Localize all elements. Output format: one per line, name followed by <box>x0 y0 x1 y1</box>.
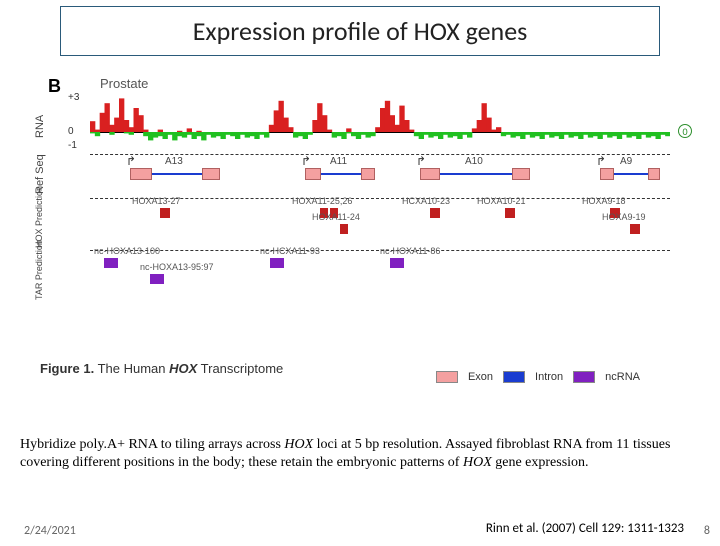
exon <box>361 168 375 180</box>
tar-label: nc-HOXA11-86 <box>380 246 440 256</box>
exon <box>202 168 220 180</box>
arrow-icon: ↱ <box>301 154 311 169</box>
gene-label: A9 <box>620 156 632 167</box>
exon <box>130 168 152 180</box>
tar-ylabel: TAR Prediction <box>34 240 44 300</box>
intron <box>321 173 361 175</box>
gene: A13↱ <box>130 168 220 180</box>
legend-swatch <box>573 371 595 383</box>
refseq-track: A13↱ A11↱ A10↱ A9↱ <box>90 160 670 190</box>
arrow-icon: ↱ <box>416 154 426 169</box>
rna-ylabel: RNA <box>34 115 46 138</box>
figure-caption: Figure 1. The Human HOX Transcriptome <box>40 361 283 376</box>
hox-pred-label: HCXA10-23 <box>402 196 450 206</box>
arrow-icon: ↱ <box>596 154 606 169</box>
gene: A9↱ <box>600 168 660 180</box>
legend-swatch <box>503 371 525 383</box>
tar-block <box>390 258 404 268</box>
marker-icon: 0 <box>678 124 692 138</box>
intron <box>152 173 202 175</box>
tissue-label: Prostate <box>100 76 148 91</box>
hox-pred-label: HOXA9-18 <box>582 196 626 206</box>
exon <box>305 168 321 180</box>
hox-pred-label: HOXA9-19 <box>602 212 646 222</box>
separator-dash <box>90 154 670 155</box>
rna-track: +3 0 -1 0 <box>90 94 670 150</box>
gene-label: A11 <box>330 156 347 167</box>
tick-up: +3 <box>68 92 79 103</box>
tar-label: nc-HOXA13-100 <box>94 246 160 256</box>
arrow-icon: ↱ <box>126 154 136 169</box>
footer-citation: Rinn et al. (2007) Cell 129: 1311-1323 <box>486 521 684 536</box>
rna-bars <box>90 94 670 150</box>
intron <box>440 173 512 175</box>
legend-label: ncRNA <box>605 371 640 383</box>
legend-label: Intron <box>535 371 563 383</box>
exon <box>512 168 530 180</box>
hox-pred-track: HOXA13-27HOXA11-25,26HOXA11-24HCXA10-23H… <box>90 206 670 246</box>
legend-label: Exon <box>468 371 493 383</box>
tar-block <box>104 258 118 268</box>
tar-label: nc-HCXA11-93 <box>260 246 320 256</box>
tick-down: -1 <box>68 140 77 151</box>
hox-pred-block <box>340 224 348 234</box>
page-number: 8 <box>704 524 710 538</box>
legend: Exon Intron ncRNA <box>436 371 640 383</box>
hox-pred-block <box>160 208 170 218</box>
hox-pred-block <box>505 208 515 218</box>
tar-block <box>270 258 284 268</box>
title-box: Expression profile of HOX genes <box>60 6 660 56</box>
body-text: Hybridize poly.A+ RNA to tiling arrays a… <box>20 436 700 472</box>
gene: A11↱ <box>305 168 375 180</box>
intron <box>614 173 648 175</box>
tar-block <box>150 274 164 284</box>
hox-pred-label: HOXA11-24 <box>312 212 360 222</box>
hox-pred-label: HOXA13-27 <box>132 196 181 206</box>
hox-pred-label: HOXA11-25,26 <box>292 196 352 206</box>
exon <box>600 168 614 180</box>
gene: A10↱ <box>420 168 530 180</box>
hox-pred-label: HOXA10-21 <box>477 196 526 206</box>
footer-date: 2/24/2021 <box>24 524 76 538</box>
tar-track: nc-HOXA13-100nc-HOXA13-95:97nc-HCXA11-93… <box>90 256 670 296</box>
exon <box>648 168 660 180</box>
hoxpred-ylabel: HOX Prediction <box>34 186 44 248</box>
exon <box>420 168 440 180</box>
legend-swatch <box>436 371 458 383</box>
panel-label: B <box>48 76 61 97</box>
gene-label: A10 <box>465 156 483 167</box>
slide-title: Expression profile of HOX genes <box>193 15 528 47</box>
tar-label: nc-HOXA13-95:97 <box>140 262 214 272</box>
gene-label: A13 <box>165 156 183 167</box>
tick-zero: 0 <box>68 126 74 137</box>
hox-pred-block <box>430 208 440 218</box>
figure-panel: B Prostate RNA +3 0 -1 0 Ref Seq A13↱A11… <box>30 76 690 356</box>
hox-pred-block <box>630 224 640 234</box>
